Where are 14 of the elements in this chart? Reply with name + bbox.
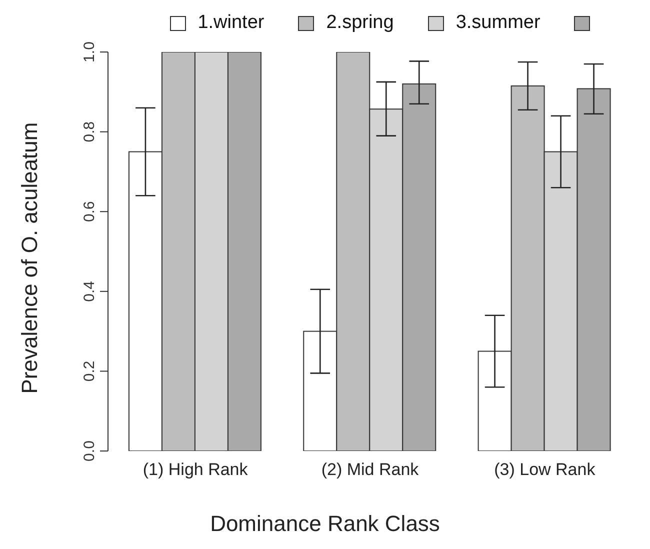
y-tick-label: 0.2 [81,360,98,382]
y-tick-label: 0.0 [81,440,98,462]
y-tick-label: 0.6 [81,201,98,222]
legend-label: 3.summer [456,12,540,34]
x-axis-title: Dominance Rank Class [209,511,441,537]
y-tick-label: 0.4 [81,280,98,302]
legend-label: 2.spring [326,12,394,34]
x-tick-label: (2) Mid Rank [321,460,420,480]
x-tick-label: (1) High Rank [142,460,248,480]
y-tick-label: 1.0 [81,42,98,62]
y-tick-label: 0.8 [81,121,98,142]
y-axis-title: Prevalence of O. aculeatum [17,122,43,394]
legend-label: 1.winter [198,12,264,34]
x-tick-label: (3) Low Rank [494,460,596,480]
